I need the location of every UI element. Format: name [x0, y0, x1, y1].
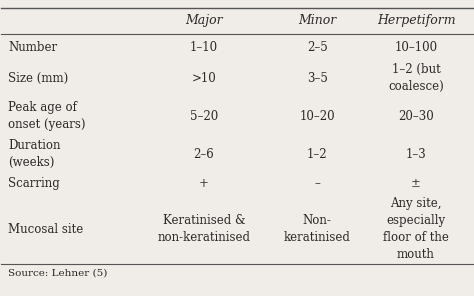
Text: Non-
keratinised: Non- keratinised — [283, 214, 351, 244]
Text: 10–100: 10–100 — [394, 41, 438, 54]
Text: Any site,
especially
floor of the
mouth: Any site, especially floor of the mouth — [383, 197, 449, 261]
Text: Peak age of
onset (years): Peak age of onset (years) — [9, 101, 86, 131]
Text: 1–10: 1–10 — [190, 41, 218, 54]
Text: Size (mm): Size (mm) — [9, 72, 69, 85]
Text: Major: Major — [185, 14, 223, 27]
Text: 10–20: 10–20 — [299, 110, 335, 123]
Text: 20–30: 20–30 — [398, 110, 434, 123]
Text: Duration
(weeks): Duration (weeks) — [9, 139, 61, 169]
Text: 1–3: 1–3 — [406, 148, 427, 161]
Text: 5–20: 5–20 — [190, 110, 218, 123]
Text: >10: >10 — [191, 72, 217, 85]
Text: Scarring: Scarring — [9, 177, 60, 190]
Text: Mucosal site: Mucosal site — [9, 223, 84, 236]
Text: Minor: Minor — [298, 14, 336, 27]
Text: 2–5: 2–5 — [307, 41, 328, 54]
Text: 2–6: 2–6 — [194, 148, 214, 161]
Text: +: + — [199, 177, 209, 190]
Text: ±: ± — [411, 177, 421, 190]
Text: Source: Lehner (5): Source: Lehner (5) — [9, 268, 108, 277]
Text: 3–5: 3–5 — [307, 72, 328, 85]
Text: Herpetiform: Herpetiform — [377, 14, 456, 27]
Text: Number: Number — [9, 41, 57, 54]
Text: Keratinised &
non-keratinised: Keratinised & non-keratinised — [157, 214, 251, 244]
Text: –: – — [314, 177, 320, 190]
Text: 1–2: 1–2 — [307, 148, 328, 161]
Text: 1–2 (but
coalesce): 1–2 (but coalesce) — [388, 63, 444, 93]
